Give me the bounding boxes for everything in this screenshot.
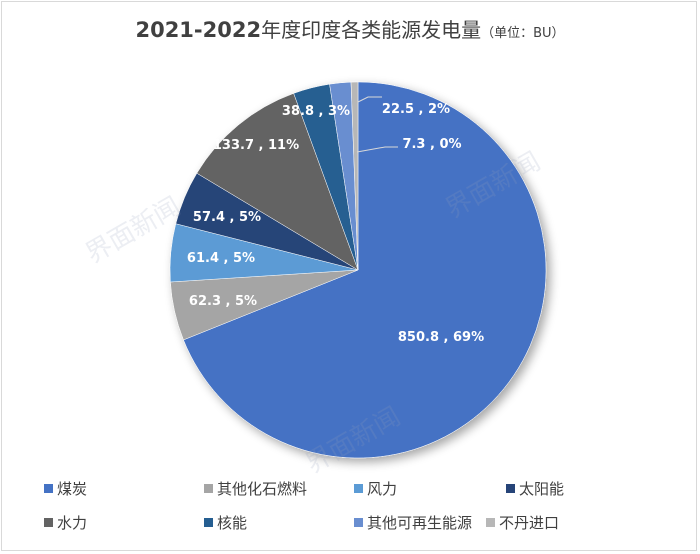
legend-item-other-renewables: 其他可再生能源 [354,512,472,533]
legend-item-solar: 太阳能 [506,478,564,499]
pie-slices [169,81,547,459]
pie-slice-bhutan-import [350,81,359,271]
legend-swatch-other-renewables [354,518,363,527]
chart-title-years: 2021-2022 [135,18,262,42]
legend-item-bhutan-import: 不丹进口 [486,512,559,533]
legend-label: 风力 [367,480,398,498]
pie-slice-hydro [196,93,359,271]
legend-label: 煤炭 [57,480,88,498]
data-label-solar: 57.4 , 5% [193,210,261,225]
legend-swatch-other-fossil [204,484,213,493]
leader-line-other-renewables [357,96,382,103]
legend-item-other-fossil: 其他化石燃料 [204,478,307,499]
legend-item-nuclear: 核能 [204,512,247,533]
legend-swatch-bhutan-import [486,518,495,527]
data-label-other-renewables: 22.5 , 2% [382,102,450,117]
legend-label: 其他化石燃料 [217,480,308,498]
legend-swatch-solar [506,484,515,493]
legend-label: 核能 [217,514,248,532]
data-label-wind: 61.4 , 5% [187,251,255,266]
data-label-coal: 850.8 , 69% [398,330,484,345]
pie-slice-coal [183,81,547,459]
legend-label: 不丹进口 [499,514,560,532]
legend-item-hydro: 水力 [44,512,87,533]
legend-swatch-wind [354,484,363,493]
data-label-bhutan-import: 7.3 , 0% [402,137,461,152]
leader-line-bhutan-import [356,146,398,153]
legend-swatch-hydro [44,518,53,527]
legend-label: 水力 [57,514,88,532]
legend-item-coal: 煤炭 [44,478,87,499]
legend-swatch-coal [44,484,53,493]
legend-label: 其他可再生能源 [367,514,473,532]
chart-title-unit: （单位：BU） [481,26,565,41]
chart-title-main: 年度印度各类能源发电量 [261,18,482,42]
data-label-nuclear: 38.8 , 3% [282,104,350,119]
data-label-other-fossil: 62.3 , 5% [189,294,257,309]
data-label-hydro: 133.7 , 11% [213,138,299,153]
chart-title: 2021-2022年度印度各类能源发电量（单位：BU） [0,14,700,43]
leader-lines [356,96,398,153]
legend-swatch-nuclear [204,518,213,527]
legend-label: 太阳能 [519,480,565,498]
legend-item-wind: 风力 [354,478,397,499]
data-labels: 850.8 , 69% 62.3 , 5% 61.4 , 5% 57.4 , 5… [187,102,484,345]
